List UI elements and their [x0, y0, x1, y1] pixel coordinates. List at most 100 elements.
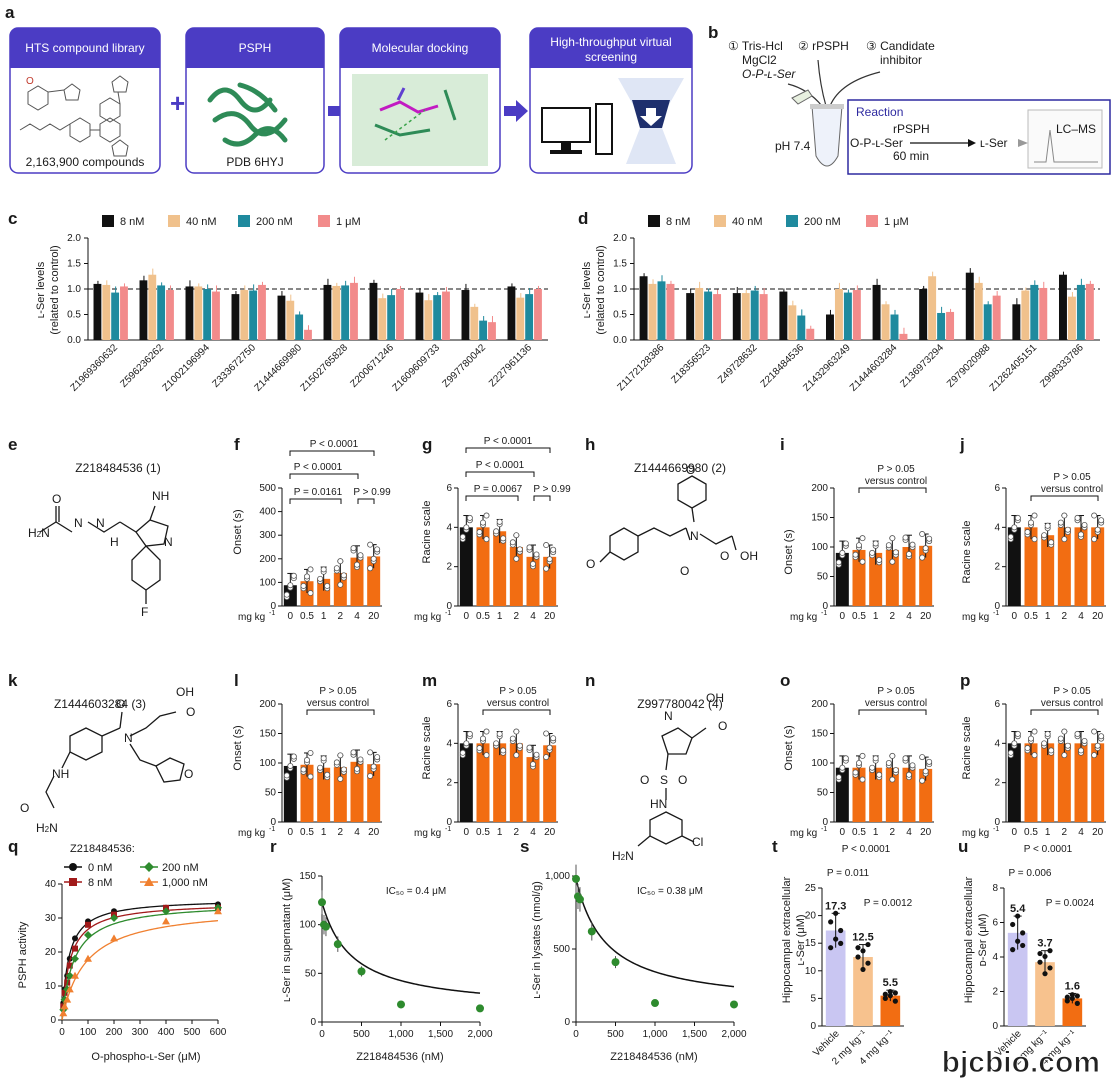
bar	[983, 304, 992, 340]
panel-f-chart: 0 100 200 300 400 500 0 0.5 1 2 4 20 mg kg -1	[238, 450, 382, 623]
bar	[194, 286, 203, 340]
data-point	[1014, 730, 1021, 737]
y-tick-label: 0	[994, 817, 1000, 828]
data-point	[833, 936, 839, 942]
svg-text:N: N	[124, 731, 133, 745]
svg-text:NH: NH	[152, 489, 169, 503]
panel-letter-n: n	[585, 671, 595, 690]
x-tick-label: Z1172128386	[616, 342, 667, 393]
data-point	[324, 771, 331, 778]
x-tick-label: 2,000	[467, 1029, 492, 1040]
x-tick-label: 4	[354, 827, 360, 838]
data-point	[1015, 913, 1021, 919]
data-point	[1091, 512, 1098, 519]
x-unit-superscript: -1	[445, 826, 451, 833]
bar	[139, 280, 148, 340]
psph-title: PSPH	[239, 41, 272, 55]
data-point	[859, 558, 866, 565]
y-tick-label: 300	[259, 530, 276, 541]
data-point	[459, 533, 466, 540]
data-point	[357, 756, 364, 763]
t-ylabel-2: ʟ-Ser (μM)	[795, 914, 807, 965]
x-tick-label: 2	[890, 827, 896, 838]
bar	[1085, 283, 1094, 340]
u-stat-2: P = 0.006	[1009, 868, 1052, 879]
x-tick-label: 0.5	[300, 611, 314, 622]
docking-box-header	[340, 28, 500, 68]
j-stat-1: P > 0.05	[1053, 472, 1091, 483]
j-stat-2: versus control	[1041, 484, 1103, 495]
bar	[928, 276, 937, 340]
data-point	[876, 771, 883, 778]
data-point	[321, 922, 330, 931]
data-point	[550, 546, 557, 553]
data-point	[543, 542, 550, 549]
significance-bracket	[289, 473, 359, 479]
panel-letter-m: m	[422, 671, 437, 690]
data-point	[922, 545, 929, 552]
data-point	[1048, 539, 1055, 546]
x-tick-label: 0.5	[300, 827, 314, 838]
data-point	[513, 532, 520, 539]
data-point	[1064, 994, 1070, 1000]
x-tick-label: 1,500	[682, 1029, 707, 1040]
fit-curve	[321, 902, 481, 994]
data-point	[1044, 522, 1051, 529]
data-label: 17.3	[825, 900, 846, 912]
compound-2-atoms: O O N O OH O	[586, 463, 758, 578]
x-tick-label: 0	[840, 611, 846, 622]
x-unit-superscript: -1	[993, 610, 999, 617]
panel-letter-d: d	[578, 209, 588, 228]
data-point	[909, 541, 916, 548]
bar	[93, 283, 102, 340]
data-point	[1028, 519, 1035, 526]
x-tick-label: 4	[906, 611, 912, 622]
x-unit-label: mg kg	[962, 612, 989, 623]
svg-text:HN: HN	[650, 797, 667, 811]
data-point	[317, 575, 324, 582]
data-point	[61, 989, 68, 996]
bar	[350, 557, 364, 606]
bar	[1058, 274, 1067, 340]
data-point	[479, 519, 486, 526]
x-tick-label: 1,000	[642, 1029, 667, 1040]
y-tick-label: 0.0	[613, 335, 627, 346]
bar	[885, 767, 899, 822]
data-point	[300, 582, 307, 589]
y-tick-label: 6	[446, 483, 452, 494]
data-point	[1031, 512, 1038, 519]
legend-c-200nm: 200 nM	[256, 216, 293, 228]
bar	[704, 291, 713, 340]
y-tick-label: 100	[259, 758, 276, 769]
panel-letter-q: q	[8, 837, 18, 856]
y-tick-label: 0	[822, 601, 828, 612]
data-point	[513, 555, 520, 562]
data-point	[333, 565, 340, 572]
compound-4-atoms: OH O N S O O HN H2N Cl	[612, 691, 727, 863]
y-tick-label: 2	[992, 987, 998, 998]
x-tick-label: Z200671246	[349, 342, 397, 390]
data-point	[1078, 747, 1085, 754]
data-point	[1098, 733, 1105, 740]
data-point	[533, 551, 540, 558]
x-tick-label: 4	[530, 827, 536, 838]
data-point	[476, 529, 483, 536]
data-point	[72, 945, 78, 952]
data-label: 5.4	[1010, 903, 1026, 915]
data-point	[1037, 950, 1043, 957]
g-stat-1: P < 0.0001	[484, 436, 533, 447]
y-tick-label: 150	[259, 729, 276, 740]
bar	[1007, 743, 1021, 822]
bar	[120, 286, 128, 340]
data-point	[162, 917, 170, 925]
data-point	[572, 874, 580, 883]
y-tick-label: 5	[810, 993, 816, 1004]
significance-bracket	[482, 709, 551, 715]
svg-text:O: O	[52, 492, 61, 506]
data-point	[367, 565, 374, 572]
bar	[732, 293, 741, 340]
bar	[1074, 527, 1088, 606]
bar	[378, 298, 387, 340]
data-point	[466, 730, 473, 737]
